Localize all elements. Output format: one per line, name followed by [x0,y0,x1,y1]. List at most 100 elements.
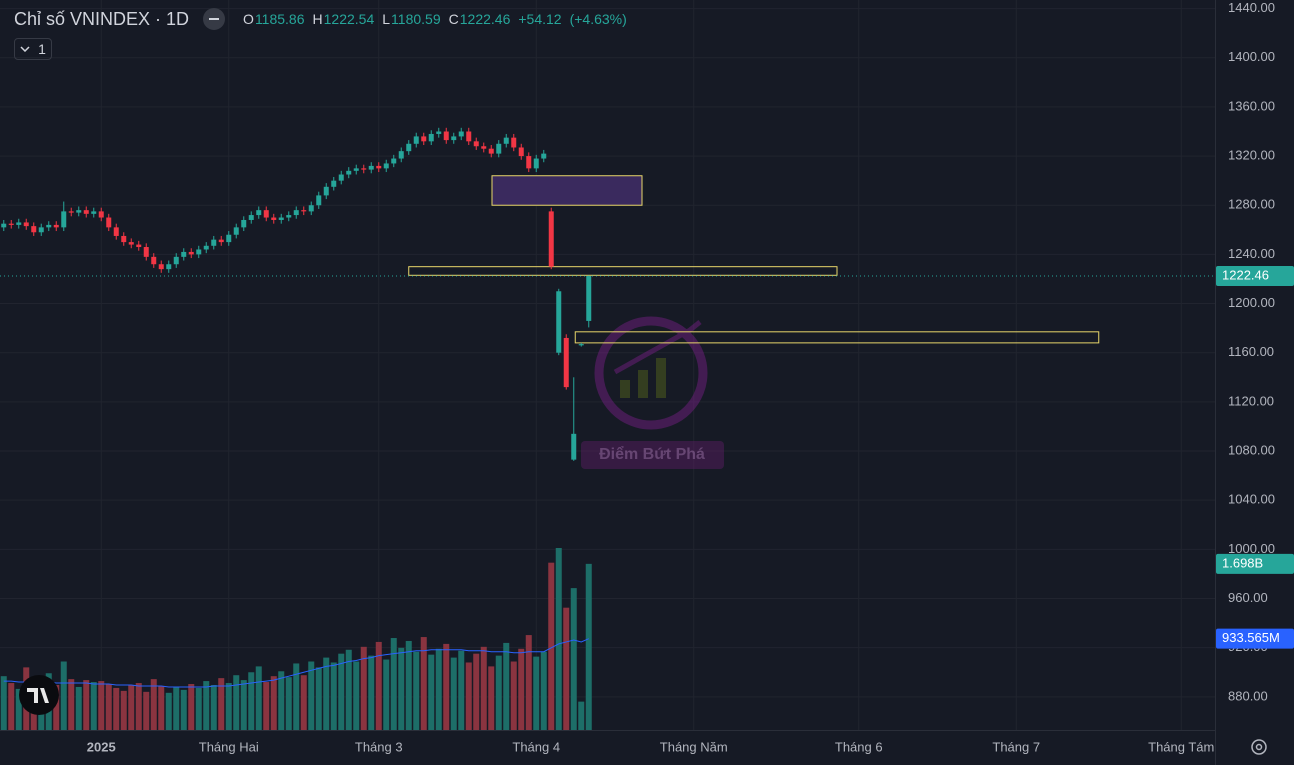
last-price-label: 1222.46 [1222,267,1269,282]
volume-bar [465,662,472,730]
gear-inner[interactable] [1255,743,1263,751]
chevron [20,46,30,52]
ohlc-key: H [312,11,323,27]
volume-bar [75,686,82,730]
volume-bar [158,685,165,730]
grid [0,0,1215,730]
x-tick-label: Tháng 7 [992,739,1040,754]
candle-body [533,158,539,169]
candle-body [331,180,337,187]
y-tick-label: 1400.00 [1228,49,1275,64]
y-tick-label: 1040.00 [1228,492,1275,507]
y-tick-label: 1240.00 [1228,246,1275,261]
volume-bar [398,647,405,730]
candle-body [518,147,524,157]
volume-bar [113,687,120,730]
price-zone [408,266,838,276]
gear-outer[interactable] [1251,739,1267,755]
candle-body [151,256,157,265]
watermark-text: Điểm Bứt Phá [599,445,705,463]
candle-body [301,210,307,212]
volume-bar [248,672,255,730]
candle-body [338,174,344,181]
volume-bar [300,675,307,730]
candle-body [211,239,217,246]
y-tick-label: 1000.00 [1228,541,1275,556]
volume-bar [570,588,577,730]
candle-body [83,210,89,214]
candle-body [556,291,562,353]
candle-body [113,227,119,236]
candle-body [278,217,284,220]
last-volume-label: 1.698B [1222,555,1263,570]
volume-bar [315,667,322,730]
volume-bar [510,661,517,730]
candle-body [218,239,224,243]
y-tick-label: 1080.00 [1228,442,1275,457]
candle-body [61,211,67,228]
candle-body [413,136,419,144]
volume-bar [120,690,127,730]
candle-body [91,211,97,214]
volume-bar [8,683,15,730]
volume-bar [540,651,547,730]
candle-body [368,165,374,170]
y-tick-label: 1320.00 [1228,148,1275,163]
candle-body [31,226,37,233]
candle-body [226,234,232,243]
logo-glyph [27,688,49,703]
x-tick-label: Tháng Năm [660,739,728,754]
candle-body [263,210,269,218]
volume-bar [338,653,345,730]
candle-body [308,205,314,212]
volume-bar [0,676,7,730]
volume-bar [90,682,97,730]
ohlc-value: 1222.54 [323,11,375,27]
candle-body [128,242,134,245]
candle-body [248,215,254,220]
volume-bar [458,650,465,730]
x-tick-label: 2025 [87,739,116,754]
x-tick-label: Tháng 6 [835,739,883,754]
candle-body [271,217,277,220]
collapse-button[interactable] [203,8,226,30]
volume-bar [68,679,75,730]
candle-body [1,223,7,228]
candle-body [443,131,449,141]
volume-bar [225,683,232,730]
volume-bar [443,643,450,730]
volume-bar [135,683,142,730]
watermark-bar [638,370,648,398]
legend-title: Chỉ số VNINDEX · 1D [14,8,190,29]
y-tick-label: 1280.00 [1228,197,1275,212]
candle-body [8,223,14,225]
volume-bar [548,562,555,730]
candle-body [181,251,187,257]
ohlc-value: 1222.46 [459,11,511,27]
volume-bar [105,684,112,730]
y-tick-label: 1160.00 [1228,344,1274,359]
x-tick-label: Tháng Hai [199,739,259,754]
candle-body [196,249,202,255]
candle-body [383,163,389,169]
volume-bar [420,637,427,730]
y-tick-label: 960.00 [1228,590,1268,605]
candle-body [121,235,127,243]
volume-bar [278,671,285,730]
x-tick-label: Tháng Tám [1148,739,1214,754]
volume-bar [98,681,105,730]
volume-bar [585,563,592,730]
candle-body [578,344,584,346]
candle-body [406,143,412,152]
indicators-toggle[interactable]: 1 [14,38,52,60]
candle-body [466,131,472,142]
volume-bar [285,677,292,730]
volume-bar [218,678,225,730]
candle-body [481,146,487,149]
volume-bar [210,684,217,730]
volume-bar [143,691,150,730]
candle-body [188,251,194,255]
settings-icon[interactable] [1251,739,1267,755]
candle-body [106,217,112,228]
